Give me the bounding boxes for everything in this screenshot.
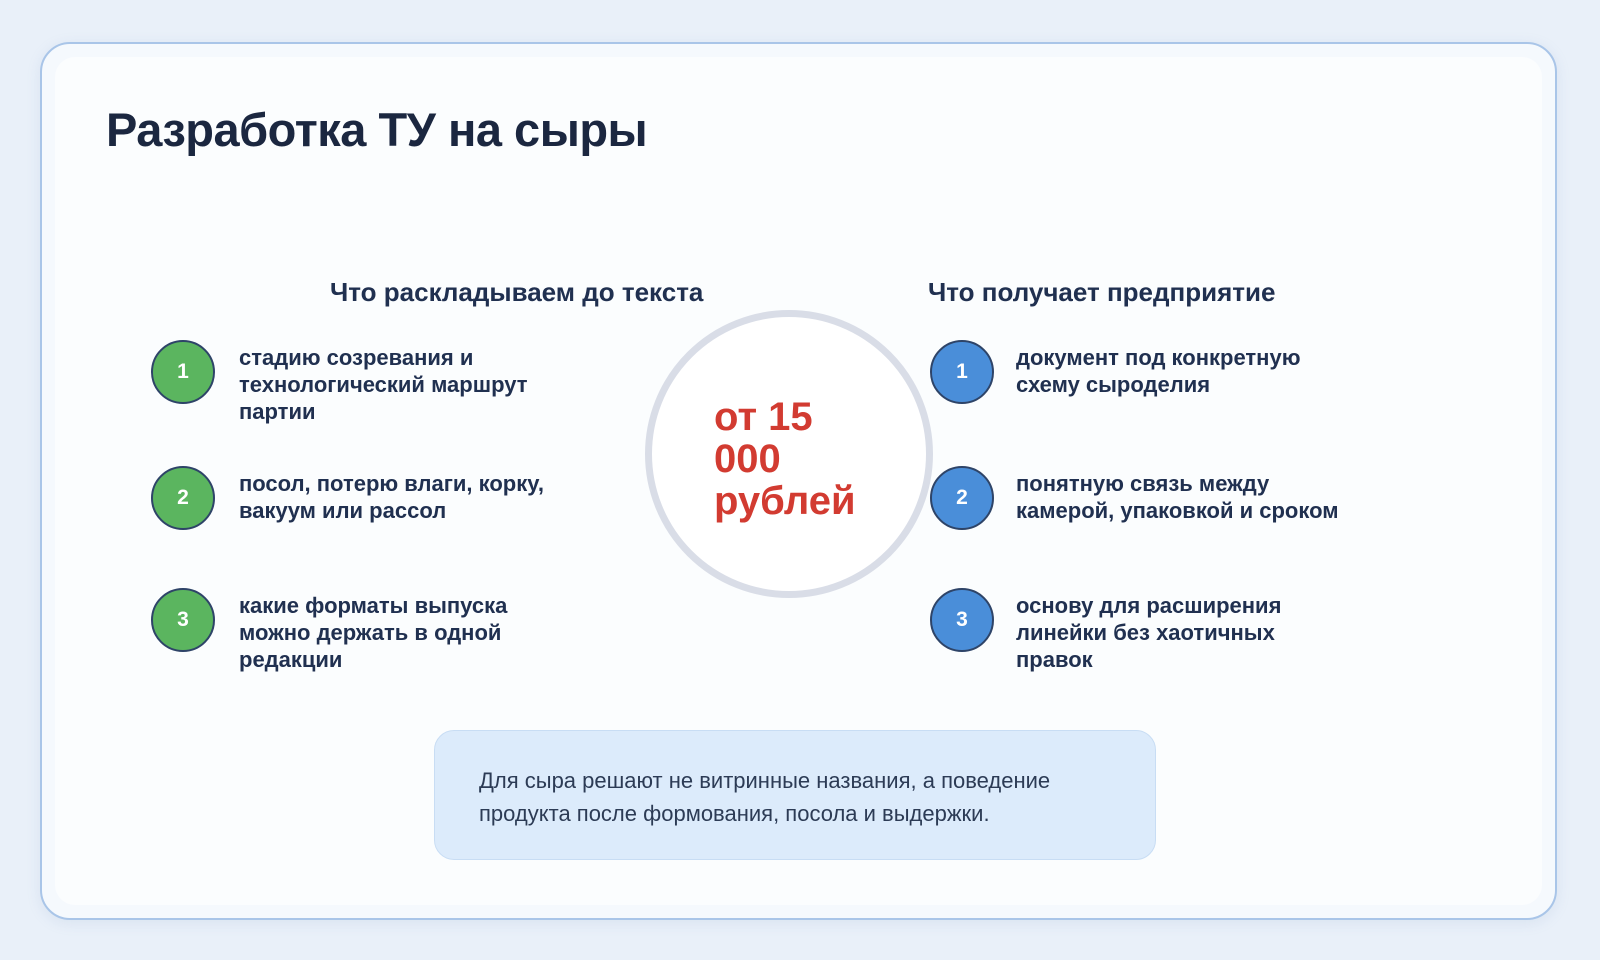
- item-text: посол, потерю влаги, корку, вакуум или ра…: [239, 471, 544, 523]
- main-card: Разработка ТУ на сыры Что раскладываем д…: [40, 42, 1557, 920]
- item-text: основу для расширения линейки без хаотичн…: [1016, 593, 1282, 672]
- item-text: стадию созревания и технологический маршр…: [239, 345, 528, 424]
- item-text: понятную связь между камерой, упаковкой и…: [1016, 471, 1339, 523]
- item-number-badge: 1: [930, 340, 994, 404]
- item-number-badge: 2: [151, 466, 215, 530]
- list-item-right-1: 1 документ под конкретную схему сыроделия: [930, 340, 1301, 404]
- note-box: Для сыра решают не витринные названия, а…: [434, 730, 1156, 860]
- item-number-badge: 1: [151, 340, 215, 404]
- item-number-badge: 2: [930, 466, 994, 530]
- price-badge-circle: [645, 310, 933, 598]
- list-item-right-2: 2 понятную связь между камерой, упаковкой…: [930, 466, 1339, 530]
- page-title: Разработка ТУ на сыры: [106, 103, 648, 156]
- list-item-left-3: 3 какие форматы выпуска можно держать в о…: [151, 588, 507, 673]
- item-number-badge: 3: [930, 588, 994, 652]
- list-item-right-3: 3 основу для расширения линейки без хаоти…: [930, 588, 1281, 673]
- left-column-header: Что раскладываем до текста: [330, 277, 704, 307]
- item-text: какие форматы выпуска можно держать в одн…: [239, 593, 508, 672]
- item-number-badge: 3: [151, 588, 215, 652]
- right-column-header: Что получает предприятие: [928, 277, 1276, 307]
- list-item-left-1: 1 стадию созревания и технологический мар…: [151, 340, 528, 425]
- note-text: Для сыра решают не витринные названия, а…: [479, 768, 1051, 826]
- item-text: документ под конкретную схему сыроделия: [1016, 345, 1301, 397]
- price-text: от 15 000 рублей: [714, 395, 856, 523]
- list-item-left-2: 2 посол, потерю влаги, корку, вакуум или …: [151, 466, 544, 530]
